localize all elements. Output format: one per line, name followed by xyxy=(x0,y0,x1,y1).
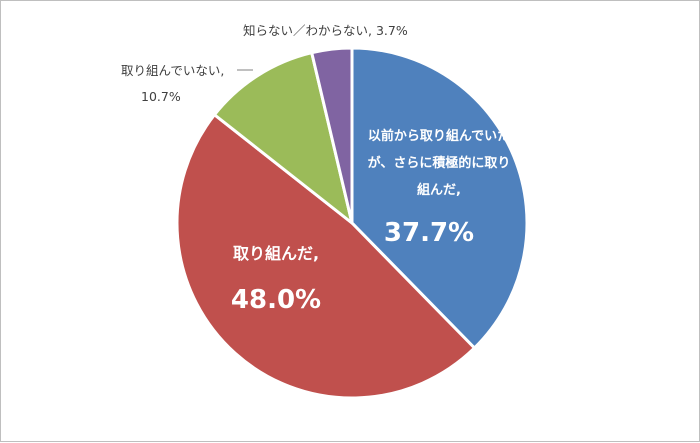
slice-label-line-3-0: 知らない／わからない, 3.7% xyxy=(243,23,408,38)
slice-value-0: 37.7% xyxy=(384,218,474,248)
pie-slices xyxy=(175,46,529,400)
pie-slice-3 xyxy=(310,46,354,225)
slice-label-line-2-0: 取り組んでいない, xyxy=(121,63,224,78)
slice-label-line-0-1: が、さらに積極的に取り xyxy=(368,155,511,171)
slice-value-2: 10.7% xyxy=(141,89,181,104)
pie-slice-2 xyxy=(213,51,354,225)
slice-label-line-0-0: 以前から取り組んでいた xyxy=(368,128,510,144)
slice-label-line-0-2: 組んだ, xyxy=(417,182,461,198)
pie-slice-1 xyxy=(175,113,476,400)
pie-slice-0 xyxy=(350,46,529,350)
slice-label-line-1-0: 取り組んだ, xyxy=(233,244,319,263)
slice-value-1: 48.0% xyxy=(231,285,321,315)
